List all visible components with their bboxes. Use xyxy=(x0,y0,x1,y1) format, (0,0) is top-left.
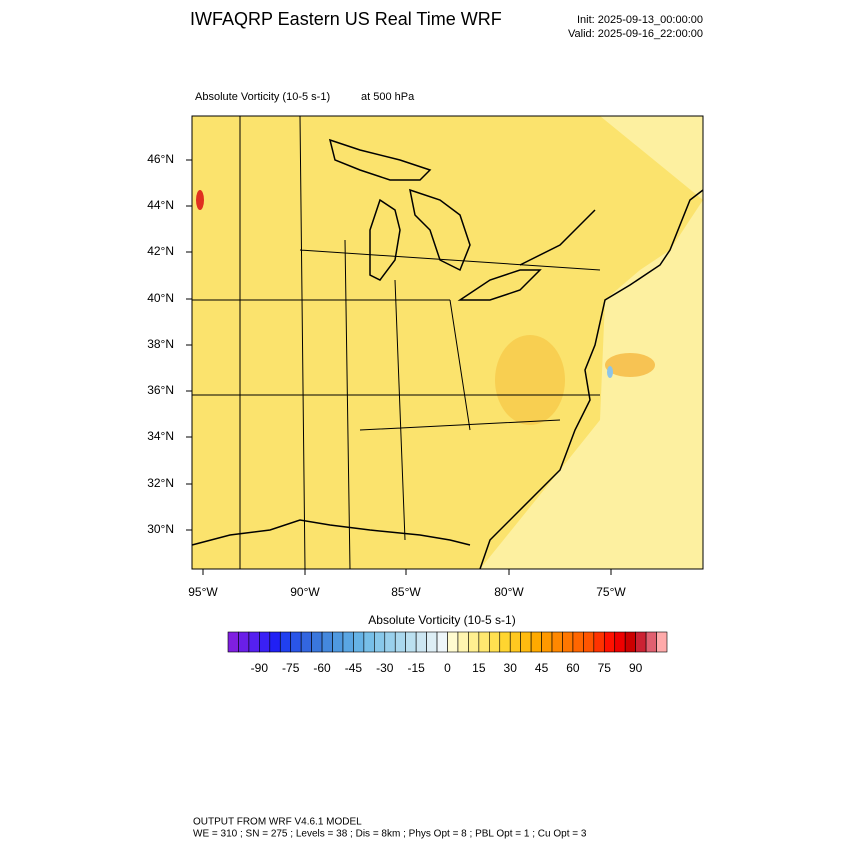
colorbar-box xyxy=(227,631,239,653)
colorbar-box xyxy=(645,631,657,653)
lon-label: 75°W xyxy=(596,585,626,599)
colorbar-tick-label: -60 xyxy=(313,661,331,675)
colorbar-tick-label: 30 xyxy=(504,661,518,675)
colorbar-box xyxy=(436,631,448,653)
map-frame xyxy=(191,115,704,570)
valid-time: Valid: 2025-09-16_22:00:00 xyxy=(568,28,703,40)
colorbar-box xyxy=(656,631,668,653)
lat-label: 36°N xyxy=(147,383,174,397)
colorbar-box xyxy=(530,631,542,653)
colorbar-box xyxy=(562,631,574,653)
lat-label: 40°N xyxy=(147,291,174,305)
colorbar-box xyxy=(300,631,312,653)
colorbar-box xyxy=(635,631,647,653)
colorbar-tick-label: 45 xyxy=(535,661,549,675)
lon-label: 85°W xyxy=(391,585,421,599)
colorbar-box xyxy=(468,631,480,653)
colorbar-box xyxy=(248,631,260,653)
colorbar-box xyxy=(279,631,292,653)
colorbar-box xyxy=(394,631,406,653)
lon-label: 95°W xyxy=(188,585,218,599)
colorbar-box xyxy=(238,631,250,653)
colorbar-box xyxy=(342,631,354,653)
colorbar-box xyxy=(374,631,386,653)
colorbar-box xyxy=(509,631,521,653)
field-label: Absolute Vorticity (10-5 s-1) xyxy=(195,91,330,103)
colorbar-box xyxy=(551,631,563,653)
colorbar-box xyxy=(363,631,375,653)
colorbar-box xyxy=(603,631,616,653)
map xyxy=(191,115,704,570)
lat-label: 32°N xyxy=(147,476,174,490)
lat-label: 42°N xyxy=(147,244,174,258)
colorbar-box xyxy=(624,631,636,653)
colorbar-tick-label: -15 xyxy=(407,661,425,675)
lon-label: 80°W xyxy=(494,585,524,599)
lat-label: 30°N xyxy=(147,522,174,536)
lon-label: 90°W xyxy=(290,585,320,599)
lat-label: 38°N xyxy=(147,337,174,351)
colorbar-box xyxy=(457,631,469,653)
title: IWFAQRP Eastern US Real Time WRF xyxy=(190,9,502,29)
colorbar-tick-label: 90 xyxy=(629,661,643,675)
init-time: Init: 2025-09-13_00:00:00 xyxy=(577,14,703,26)
colorbar-tick-label: 0 xyxy=(444,661,451,675)
colorbar-tick-label: -90 xyxy=(251,661,269,675)
vorticity-max xyxy=(196,190,204,210)
colorbar-box xyxy=(583,631,595,653)
lat-label: 46°N xyxy=(147,152,174,166)
colorbar-box xyxy=(269,631,281,653)
colorbar-box xyxy=(447,631,459,653)
colorbar-box xyxy=(489,631,501,653)
colorbar-box xyxy=(311,631,323,653)
colorbar-box xyxy=(593,631,605,653)
colorbar-box xyxy=(572,631,584,653)
colorbar-box xyxy=(426,631,438,653)
lat-label: 34°N xyxy=(147,429,174,443)
colorbar-box xyxy=(499,631,511,653)
colorbar-box xyxy=(415,631,427,653)
colorbar-tick-label: -75 xyxy=(282,661,300,675)
coastlines xyxy=(191,138,704,570)
colorbar-box xyxy=(332,631,344,653)
colorbar-box xyxy=(405,631,417,653)
colorbar-tick-label: -30 xyxy=(376,661,394,675)
level-label: at 500 hPa xyxy=(361,91,415,103)
vorticity-max xyxy=(605,353,655,377)
colorbar-box xyxy=(259,631,271,653)
lat-label: 44°N xyxy=(147,198,174,212)
vorticity-max xyxy=(495,335,565,425)
colorbar: -90 -75 -60 -45 -30 -15 0 15 30 45 60 75 90 xyxy=(227,631,668,675)
colorbar-box xyxy=(614,631,626,653)
colorbar-box xyxy=(520,631,532,653)
footer-line: OUTPUT FROM WRF V4.6.1 MODEL xyxy=(193,817,362,828)
footer-line: WE = 310 ; SN = 275 ; Levels = 38 ; Dis … xyxy=(193,829,587,840)
colorbar-tick-label: 75 xyxy=(598,661,612,675)
colorbar-box xyxy=(290,631,302,653)
colorbar-box xyxy=(478,631,490,653)
colorbar-tick-label: 15 xyxy=(472,661,486,675)
ocean-field xyxy=(480,116,703,569)
colorbar-tick-label: -45 xyxy=(345,661,363,675)
map-axes: 46°N 44°N 42°N 40°N 38°N 36°N 34°N 32°N 30°N 95°W… xyxy=(147,152,626,599)
colorbar-box xyxy=(321,631,333,653)
colorbar-tick-label: 60 xyxy=(566,661,580,675)
colorbar-box xyxy=(541,631,553,653)
vorticity-min xyxy=(607,366,613,378)
colorbar-box xyxy=(384,631,396,653)
state-borders xyxy=(192,115,601,570)
colorbar-box xyxy=(353,631,365,653)
colorbar-title: Absolute Vorticity (10-5 s-1) xyxy=(368,613,515,627)
